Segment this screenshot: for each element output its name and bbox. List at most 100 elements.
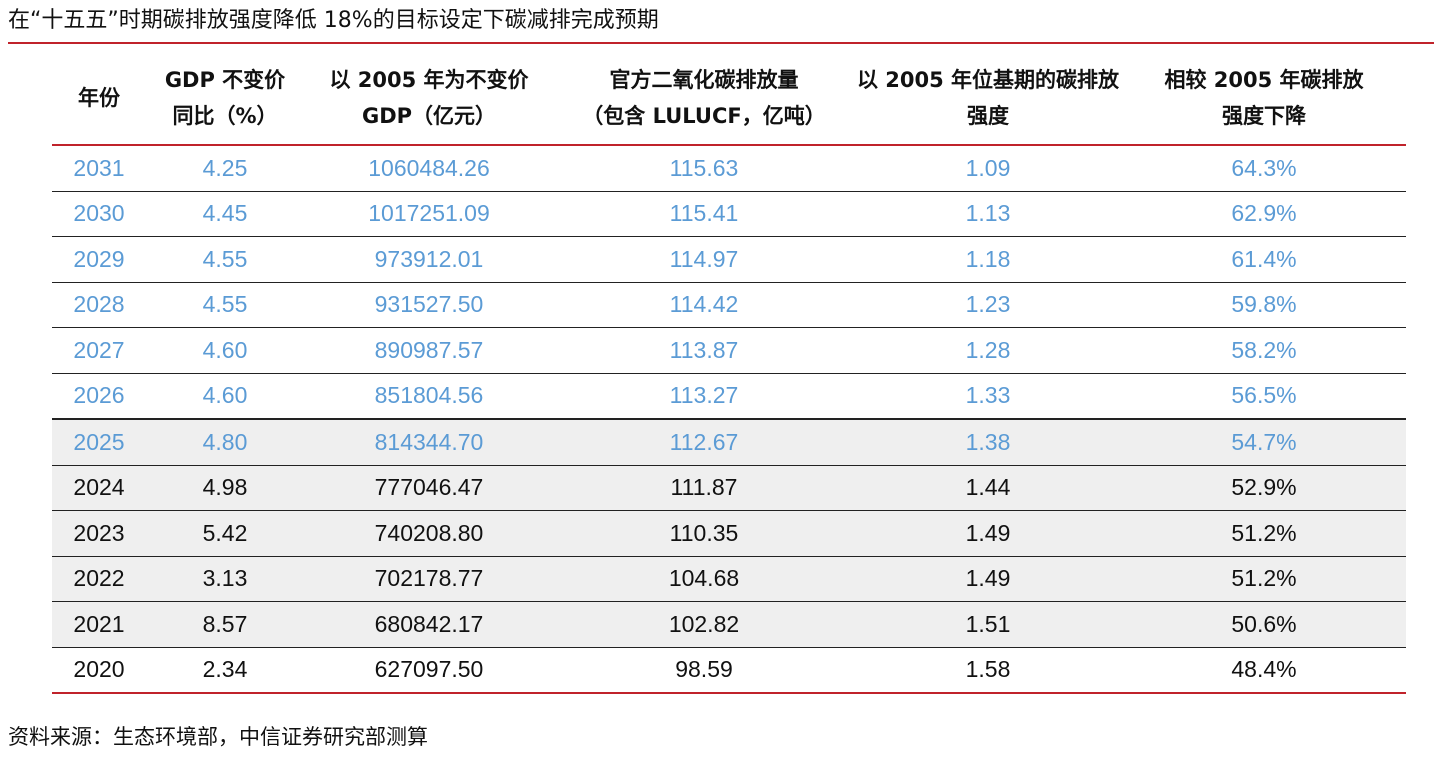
cell-carbon-intensity: 1.28 — [854, 327, 1122, 374]
cell-gdp-constant: 777046.47 — [304, 465, 554, 511]
data-table-container: 年份 GDP 不变价 同比（%） 以 2005 年为不变价 GDP（亿元） 官方… — [52, 52, 1406, 694]
table-row: 2024 4.98 777046.47 111.87 1.44 52.9% — [52, 465, 1406, 511]
cell-intensity-decline: 52.9% — [1122, 465, 1406, 511]
emission-projection-table: 年份 GDP 不变价 同比（%） 以 2005 年为不变价 GDP（亿元） 官方… — [52, 52, 1406, 694]
cell-co2-emissions: 102.82 — [554, 601, 854, 648]
cell-intensity-decline: 48.4% — [1122, 647, 1406, 694]
table-row: 2030 4.45 1017251.09 115.41 1.13 62.9% — [52, 191, 1406, 237]
cell-gdp-constant: 931527.50 — [304, 282, 554, 328]
header-label: 官方二氧化碳排放量 — [609, 68, 799, 92]
cell-carbon-intensity: 1.33 — [854, 373, 1122, 420]
cell-co2-emissions: 114.97 — [554, 236, 854, 283]
header-co2-emissions: 官方二氧化碳排放量 （包含 LULUCF，亿吨） — [554, 52, 854, 146]
cell-co2-emissions: 113.27 — [554, 373, 854, 420]
cell-gdp-growth: 4.98 — [146, 465, 304, 511]
cell-gdp-growth: 4.80 — [146, 418, 304, 466]
table-row: 2028 4.55 931527.50 114.42 1.23 59.8% — [52, 282, 1406, 328]
cell-carbon-intensity: 1.18 — [854, 236, 1122, 283]
cell-co2-emissions: 112.67 — [554, 418, 854, 466]
cell-gdp-constant: 814344.70 — [304, 418, 554, 466]
cell-year: 2025 — [52, 418, 146, 466]
cell-year: 2030 — [52, 191, 146, 237]
source-note: 资料来源：生态环境部，中信证券研究部测算 — [8, 725, 428, 749]
header-label: 相较 2005 年碳排放 — [1164, 68, 1364, 92]
cell-gdp-constant: 973912.01 — [304, 236, 554, 283]
cell-intensity-decline: 62.9% — [1122, 191, 1406, 237]
header-label: （包含 LULUCF，亿吨） — [582, 104, 826, 128]
cell-gdp-growth: 4.45 — [146, 191, 304, 237]
header-gdp-growth: GDP 不变价 同比（%） — [146, 52, 304, 146]
cell-year: 2031 — [52, 145, 146, 192]
table-row: 2023 5.42 740208.80 110.35 1.49 51.2% — [52, 510, 1406, 557]
cell-carbon-intensity: 1.13 — [854, 191, 1122, 237]
cell-gdp-growth: 3.13 — [146, 556, 304, 602]
header-carbon-intensity: 以 2005 年位基期的碳排放 强度 — [854, 52, 1122, 146]
cell-intensity-decline: 59.8% — [1122, 282, 1406, 328]
cell-gdp-growth: 4.60 — [146, 373, 304, 420]
cell-year: 2029 — [52, 236, 146, 283]
header-intensity-decline: 相较 2005 年碳排放 强度下降 — [1122, 52, 1406, 146]
cell-gdp-constant: 851804.56 — [304, 373, 554, 420]
header-gdp-constant: 以 2005 年为不变价 GDP（亿元） — [304, 52, 554, 146]
cell-year: 2020 — [52, 647, 146, 694]
cell-intensity-decline: 54.7% — [1122, 418, 1406, 466]
cell-co2-emissions: 115.41 — [554, 191, 854, 237]
cell-year: 2023 — [52, 510, 146, 557]
cell-intensity-decline: 61.4% — [1122, 236, 1406, 283]
cell-gdp-constant: 1017251.09 — [304, 191, 554, 237]
cell-carbon-intensity: 1.51 — [854, 601, 1122, 648]
cell-intensity-decline: 58.2% — [1122, 327, 1406, 374]
cell-gdp-growth: 4.55 — [146, 282, 304, 328]
table-row: 2026 4.60 851804.56 113.27 1.33 56.5% — [52, 373, 1406, 420]
cell-intensity-decline: 50.6% — [1122, 601, 1406, 648]
header-row: 年份 GDP 不变价 同比（%） 以 2005 年为不变价 GDP（亿元） 官方… — [52, 52, 1406, 146]
header-label: 强度下降 — [1222, 104, 1306, 128]
cell-carbon-intensity: 1.38 — [854, 418, 1122, 466]
cell-co2-emissions: 114.42 — [554, 282, 854, 328]
cell-carbon-intensity: 1.49 — [854, 556, 1122, 602]
cell-gdp-constant: 740208.80 — [304, 510, 554, 557]
table-row: 2022 3.13 702178.77 104.68 1.49 51.2% — [52, 556, 1406, 602]
table-row: 2029 4.55 973912.01 114.97 1.18 61.4% — [52, 236, 1406, 283]
cell-gdp-growth: 4.25 — [146, 145, 304, 192]
cell-carbon-intensity: 1.23 — [854, 282, 1122, 328]
cell-co2-emissions: 115.63 — [554, 145, 854, 192]
cell-gdp-constant: 627097.50 — [304, 647, 554, 694]
cell-gdp-growth: 8.57 — [146, 601, 304, 648]
cell-year: 2027 — [52, 327, 146, 374]
cell-gdp-constant: 890987.57 — [304, 327, 554, 374]
cell-gdp-growth: 5.42 — [146, 510, 304, 557]
cell-co2-emissions: 111.87 — [554, 465, 854, 511]
cell-carbon-intensity: 1.44 — [854, 465, 1122, 511]
table-row: 2027 4.60 890987.57 113.87 1.28 58.2% — [52, 327, 1406, 374]
table-row: 2021 8.57 680842.17 102.82 1.51 50.6% — [52, 601, 1406, 648]
cell-co2-emissions: 110.35 — [554, 510, 854, 557]
header-label: 年份 — [78, 86, 120, 110]
cell-co2-emissions: 104.68 — [554, 556, 854, 602]
cell-gdp-constant: 1060484.26 — [304, 145, 554, 192]
header-label: 强度 — [967, 104, 1009, 128]
cell-year: 2028 — [52, 282, 146, 328]
cell-carbon-intensity: 1.58 — [854, 647, 1122, 694]
cell-year: 2021 — [52, 601, 146, 648]
cell-co2-emissions: 113.87 — [554, 327, 854, 374]
cell-year: 2026 — [52, 373, 146, 420]
header-label: 同比（%） — [172, 104, 278, 128]
cell-carbon-intensity: 1.49 — [854, 510, 1122, 557]
header-year: 年份 — [52, 52, 146, 146]
cell-gdp-growth: 4.55 — [146, 236, 304, 283]
table-body: 2031 4.25 1060484.26 115.63 1.09 64.3% 2030 4.4… — [52, 145, 1406, 694]
cell-gdp-constant: 680842.17 — [304, 601, 554, 648]
cell-intensity-decline: 51.2% — [1122, 556, 1406, 602]
cell-intensity-decline: 56.5% — [1122, 373, 1406, 420]
header-label: GDP（亿元） — [361, 104, 497, 128]
table-row: 2020 2.34 627097.50 98.59 1.58 48.4% — [52, 647, 1406, 694]
cell-intensity-decline: 51.2% — [1122, 510, 1406, 557]
cell-intensity-decline: 64.3% — [1122, 145, 1406, 192]
header-label: 以 2005 年为不变价 — [329, 68, 529, 92]
cell-gdp-growth: 4.60 — [146, 327, 304, 374]
table-row: 2031 4.25 1060484.26 115.63 1.09 64.3% — [52, 145, 1406, 192]
cell-gdp-constant: 702178.77 — [304, 556, 554, 602]
table-row: 2025 4.80 814344.70 112.67 1.38 54.7% — [52, 418, 1406, 466]
header-label: 以 2005 年位基期的碳排放 — [856, 68, 1120, 92]
